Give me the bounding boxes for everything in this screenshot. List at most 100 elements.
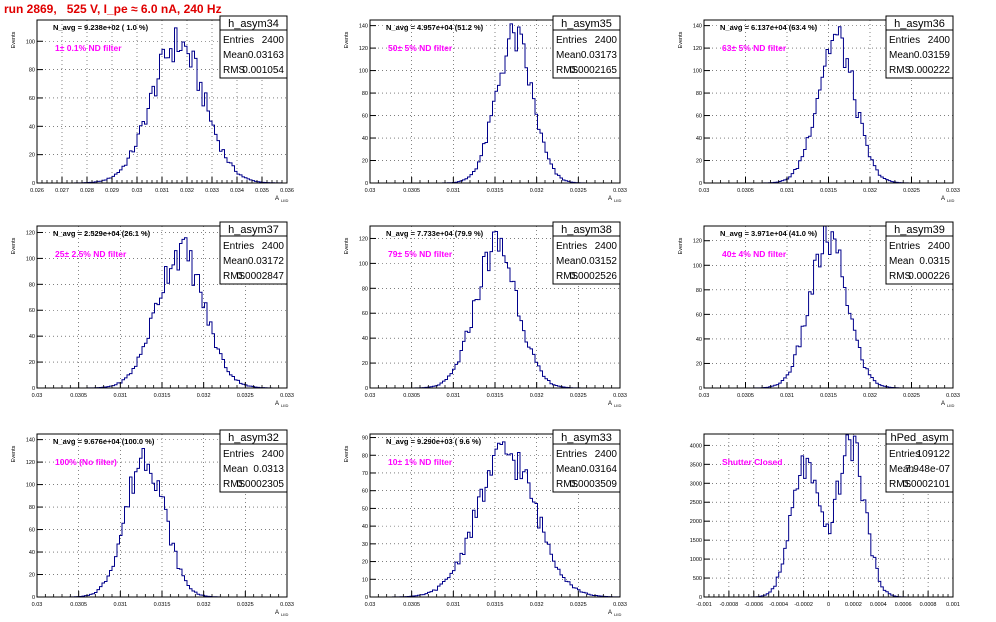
x-tick-label: 0 <box>827 602 830 608</box>
stats-key: Entries <box>223 449 254 460</box>
stats-title: h_asym37 <box>228 224 279 236</box>
y-tick-label: 80 <box>29 282 35 288</box>
y-tick-label: 80 <box>696 91 702 97</box>
x-axis-label-sub: LIID <box>947 403 954 408</box>
run-title: run 2869, 525 V, I_pe ≈ 6.0 nA, 240 Hz <box>4 2 222 16</box>
filter-label: 50± 5% ND filter <box>388 43 453 53</box>
y-tick-label: 0 <box>365 595 368 601</box>
stats-key: Mean <box>889 50 914 61</box>
x-tick-label: 0.032 <box>863 393 877 399</box>
y-axis-label: Events <box>344 237 350 254</box>
x-tick-label: 0.001 <box>946 602 960 608</box>
stats-key: Mean <box>223 464 248 475</box>
y-tick-label: 1000 <box>690 557 702 563</box>
x-axis-label-sub: LIID <box>281 612 288 617</box>
y-tick-label: 60 <box>362 311 368 317</box>
y-tick-label: 40 <box>29 334 35 340</box>
x-axis-label-sub: LIID <box>614 198 621 203</box>
x-tick-label: 0.0305 <box>70 393 87 399</box>
x-tick-label: 0.033 <box>946 393 960 399</box>
y-tick-label: 70 <box>362 471 368 477</box>
x-tick-label: 0.0008 <box>920 602 937 608</box>
y-tick-label: 40 <box>29 550 35 556</box>
y-tick-label: 100 <box>693 69 702 75</box>
x-axis-label-sub: LIID <box>614 403 621 408</box>
x-tick-label: 0.032 <box>863 188 877 194</box>
y-tick-label: 20 <box>362 159 368 165</box>
stats-key: RMS <box>889 271 912 282</box>
stats-box <box>552 429 621 493</box>
stats-title: hPed_asym <box>890 432 948 444</box>
histogram-h_asym36: 0.03 0.0305 0.031 0.0315 0.032 0.0325 0.033 0 20… <box>678 15 960 203</box>
y-tick-label: 0 <box>699 181 702 187</box>
x-tick-label: 0.0315 <box>487 393 504 399</box>
y-tick-label: 100 <box>26 256 35 262</box>
x-tick-label: 0.031 <box>780 188 794 194</box>
y-tick-label: 60 <box>696 312 702 318</box>
y-tick-label: 0 <box>32 595 35 601</box>
x-tick-label: -0.001 <box>696 602 712 608</box>
filter-label: 25± 2.5% ND filter <box>55 249 127 259</box>
stats-key: Mean <box>556 464 581 475</box>
y-tick-label: 120 <box>693 239 702 245</box>
stats-key: Mean <box>223 256 248 267</box>
x-axis-label-sub: LIID <box>281 198 288 203</box>
stats-key: RMS <box>556 271 579 282</box>
y-tick-label: 0 <box>32 386 35 392</box>
stats-box <box>552 15 621 79</box>
stats-key: RMS <box>889 65 912 76</box>
navg-label: N_avg = 9.290e+03 ( 9.6 %) <box>386 437 482 446</box>
stats-box <box>219 429 288 493</box>
histogram-h_asym35: 0.03 0.0305 0.031 0.0315 0.032 0.0325 0.033 0 20… <box>344 15 627 203</box>
y-tick-label: 40 <box>362 524 368 530</box>
stats-key: Mean <box>556 256 581 267</box>
y-tick-label: 3000 <box>690 481 702 487</box>
x-tick-label: 0.032 <box>180 188 194 194</box>
x-tick-label: 0.031 <box>113 393 127 399</box>
x-tick-label: 0.03 <box>32 602 43 608</box>
x-tick-label: 0.033 <box>613 602 627 608</box>
x-tick-label: 0.033 <box>280 393 294 399</box>
y-axis-label: Events <box>11 31 17 48</box>
y-tick-label: 10 <box>362 577 368 583</box>
x-tick-label: 0.0315 <box>154 602 171 608</box>
y-tick-label: 2000 <box>690 519 702 525</box>
y-tick-label: 60 <box>29 528 35 534</box>
filter-label: Shutter Closed <box>722 457 782 467</box>
stats-key: RMS <box>556 65 579 76</box>
y-axis-label: Events <box>344 445 350 462</box>
stats-value: 2400 <box>262 449 285 460</box>
stats-value: 0.03172 <box>248 256 285 267</box>
x-tick-label: 0.0325 <box>237 393 254 399</box>
stats-value: 0.0002101 <box>903 479 951 490</box>
stats-key: Entries <box>889 449 920 460</box>
x-tick-label: 0.0315 <box>487 602 504 608</box>
x-tick-label: 0.0325 <box>570 393 587 399</box>
x-tick-label: 0.0315 <box>154 393 171 399</box>
x-tick-label: 0.0305 <box>403 188 420 194</box>
stats-value: 0.0313 <box>253 464 284 475</box>
y-tick-label: 50 <box>362 506 368 512</box>
y-tick-label: 100 <box>26 39 35 45</box>
stats-key: RMS <box>889 479 912 490</box>
histogram-h_asym34: 0.026 0.027 0.028 0.029 0.03 0.031 0.032 0.033 0… <box>11 15 294 203</box>
x-tick-label: 0.0325 <box>237 602 254 608</box>
filter-label: 40± 4% ND filter <box>722 249 787 259</box>
y-tick-label: 120 <box>26 230 35 236</box>
stats-key: RMS <box>223 65 246 76</box>
stats-value: 2400 <box>595 35 618 46</box>
y-tick-label: 60 <box>696 114 702 120</box>
y-tick-label: 40 <box>696 136 702 142</box>
x-tick-label: 0.033 <box>613 188 627 194</box>
x-tick-label: 0.027 <box>55 188 69 194</box>
y-tick-label: 140 <box>693 24 702 30</box>
stats-value: 109122 <box>917 449 951 460</box>
x-tick-label: 0.0305 <box>737 188 754 194</box>
y-tick-label: 120 <box>359 236 368 242</box>
x-tick-label: 0.0315 <box>820 393 837 399</box>
x-tick-label: 0.031 <box>155 188 169 194</box>
x-tick-label: 0.03 <box>132 188 143 194</box>
stats-key: RMS <box>223 271 246 282</box>
x-tick-label: 0.031 <box>446 393 460 399</box>
